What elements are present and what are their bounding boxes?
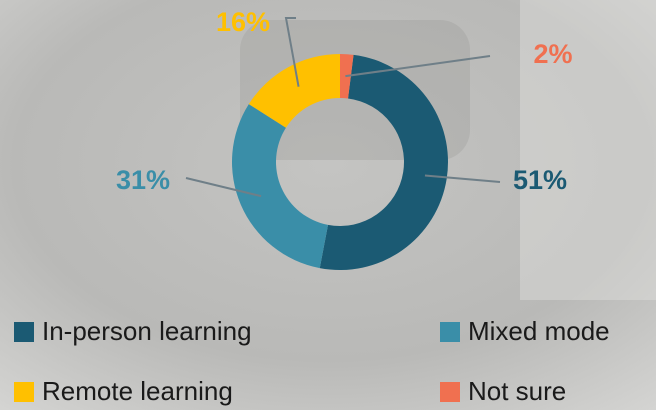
legend-label: In-person learning [42,316,252,346]
legend-swatch [440,382,460,402]
value-label: 31% [116,165,170,195]
legend-label: Remote learning [42,376,233,406]
chart: 51% 31% 16% 2% In-person learning Mixed mode R… [0,0,656,410]
legend-swatch [14,382,34,402]
legend-label: Not sure [468,376,566,406]
legend-swatch [14,322,34,342]
legend-label: Mixed mode [468,316,610,346]
legend-swatch [440,322,460,342]
value-label: 2% [533,39,572,69]
value-label: 16% [216,7,270,37]
value-label: 51% [513,165,567,195]
